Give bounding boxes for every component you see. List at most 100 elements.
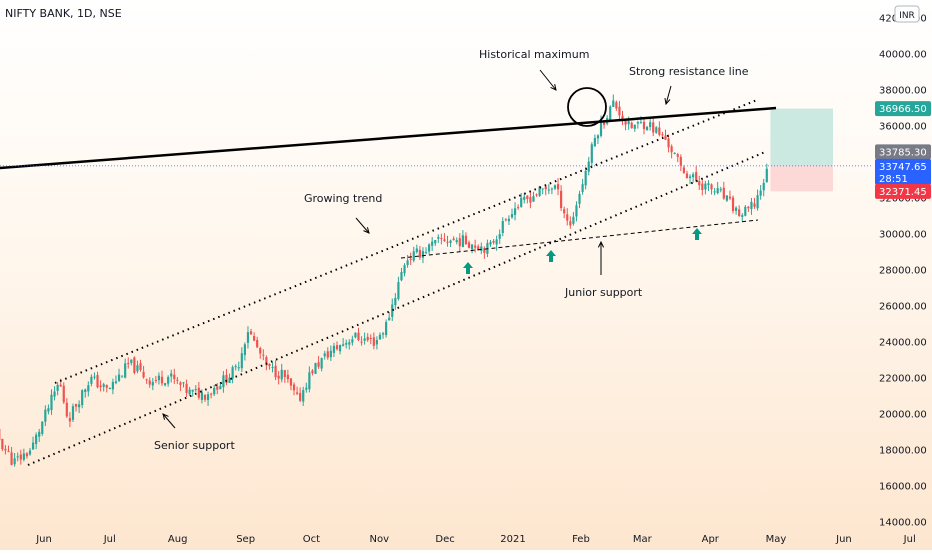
candle-body (201, 392, 203, 399)
candle-body (701, 184, 703, 190)
candle-body (449, 241, 451, 243)
candle-body (152, 382, 154, 386)
candle-body (66, 403, 68, 417)
candle-body (348, 342, 350, 344)
candle-body (403, 265, 405, 273)
candle-body (523, 197, 525, 200)
buy-arrow-shape (546, 250, 556, 262)
candle-body (179, 382, 181, 384)
candle-body (327, 351, 329, 357)
candle-body (468, 242, 470, 247)
candle-body (360, 342, 362, 343)
candle-body (698, 181, 700, 185)
candle-body (591, 144, 593, 163)
candle-body (10, 452, 12, 464)
candle-body (526, 196, 528, 199)
resistance-line (0, 108, 776, 168)
candle-body (357, 333, 359, 340)
candle-body (4, 449, 6, 450)
candle-body (428, 245, 430, 252)
candle-body (471, 244, 473, 249)
candle-body (47, 408, 49, 411)
candle-body (542, 188, 544, 189)
candle-body (78, 404, 80, 407)
annotation-senior-support: Senior support (154, 439, 235, 452)
candle-body (373, 337, 375, 346)
candle-body (443, 239, 445, 241)
candle-body (247, 332, 249, 343)
y-tick-label: 26000.00 (879, 302, 927, 313)
candle-body (44, 410, 46, 422)
countdown-label: 28:51 (879, 174, 908, 185)
candle-body (299, 393, 301, 401)
candle-body (615, 102, 617, 108)
candle-body (563, 209, 565, 213)
candle-body (717, 188, 719, 193)
candle-body (293, 385, 295, 391)
candle-body (118, 375, 120, 381)
profit-zone (770, 109, 833, 166)
y-tick-label: 18000.00 (879, 446, 927, 457)
y-tick-label: 22000.00 (879, 374, 927, 385)
candle-body (741, 215, 743, 217)
candle-body (176, 380, 178, 381)
candle-body (84, 389, 86, 392)
candle-body (182, 382, 184, 383)
candle-body (499, 234, 501, 239)
currency-badge[interactable]: INR (895, 6, 919, 22)
y-tick-label: 40000.00 (879, 50, 927, 61)
candle-body (142, 372, 144, 378)
candle-body (680, 157, 682, 165)
candle-body (29, 451, 31, 455)
candle-body (517, 207, 519, 208)
candle-body (551, 189, 553, 190)
candle-body (569, 221, 571, 225)
candle-body (624, 121, 626, 125)
candle-body (146, 379, 148, 380)
x-tick-label: Nov (370, 534, 390, 545)
candle-body (370, 338, 372, 339)
candle-body (60, 385, 62, 387)
annotation-arrow (356, 218, 369, 233)
candle-body (167, 377, 169, 384)
candle-body (241, 353, 243, 368)
candle-body (308, 372, 310, 389)
candle-body (465, 236, 467, 244)
x-tick-label: 2021 (500, 534, 525, 545)
candle-body (112, 382, 114, 389)
candle-body (53, 392, 55, 397)
candle-body (600, 121, 602, 136)
y-tick-label: 28000.00 (879, 266, 927, 277)
candle-body (17, 456, 19, 457)
candle-body (496, 239, 498, 244)
x-tick-label: Aug (168, 534, 188, 545)
candle-body (508, 219, 510, 221)
candle-body (136, 365, 138, 371)
candle-body (26, 453, 28, 456)
candle-body (342, 344, 344, 346)
candle-body (87, 385, 89, 391)
candle-body (314, 363, 316, 374)
candle-body (720, 189, 722, 190)
x-tick-label: Feb (572, 534, 590, 545)
candle-body (756, 195, 758, 208)
candle-body (127, 363, 129, 364)
candle-body (502, 221, 504, 233)
candle-body (667, 139, 669, 148)
candle-body (674, 153, 676, 154)
candle-body (462, 235, 464, 247)
candle-body (90, 377, 92, 384)
annotation-historical-maximum: Historical maximum (479, 48, 589, 61)
candle-body (548, 190, 550, 191)
x-tick-label: Sep (236, 534, 255, 545)
x-tick-label: Jul (903, 534, 916, 545)
candle-body (336, 345, 338, 349)
candle-body (431, 242, 433, 246)
x-tick-label: Oct (303, 534, 320, 545)
candle-body (222, 375, 224, 387)
candle-body (35, 435, 37, 444)
last-close-label: 33785.30 (879, 147, 927, 158)
candle-body (271, 367, 273, 368)
